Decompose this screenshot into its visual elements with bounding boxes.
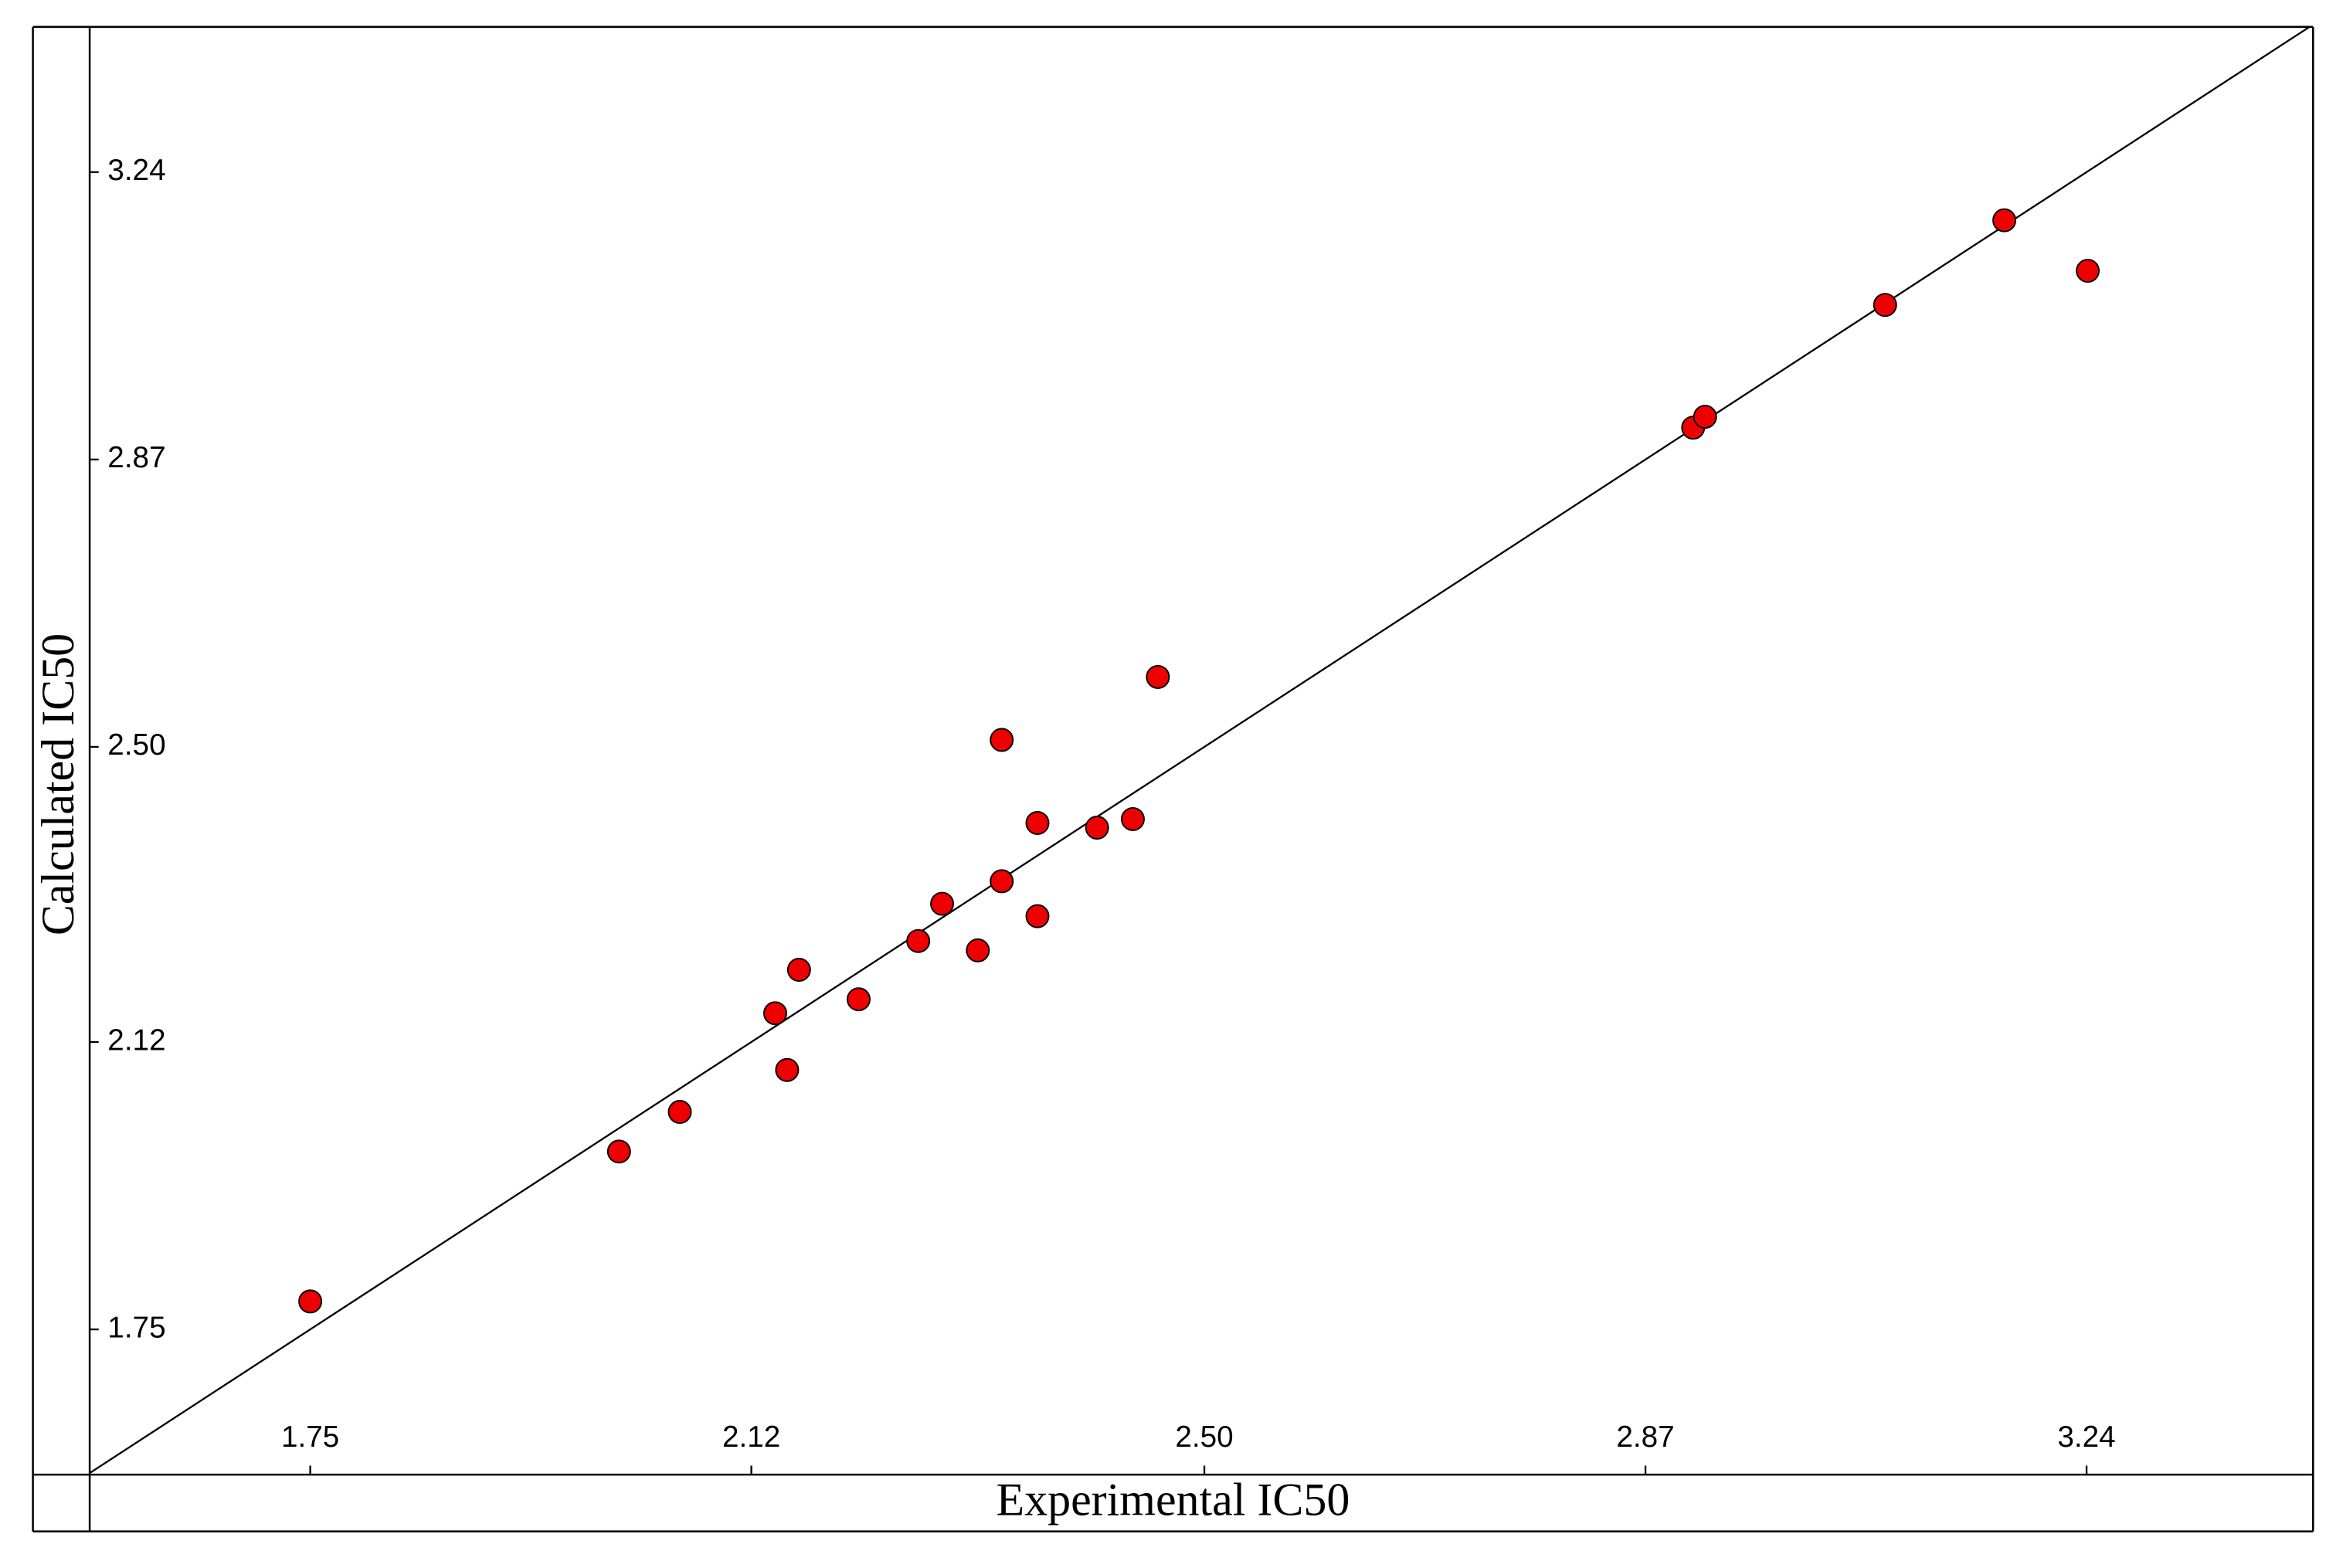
y-axis-title: Calculated IC50 — [32, 633, 83, 935]
y-tick-label: 2.87 — [107, 441, 165, 474]
y-tick-label: 2.50 — [107, 728, 165, 762]
x-axis-title: Experimental IC50 — [997, 1475, 1350, 1526]
point — [2076, 259, 2100, 283]
point — [1120, 806, 1145, 831]
x-tick-label: 1.75 — [281, 1420, 339, 1454]
y-tick-label: 3.24 — [107, 154, 165, 187]
point — [1085, 816, 1109, 840]
point — [847, 987, 871, 1012]
point — [1025, 811, 1050, 835]
point — [1873, 293, 1897, 317]
point — [966, 938, 990, 962]
identity-line — [89, 25, 2311, 1475]
x-tick-label: 2.87 — [1616, 1420, 1674, 1454]
point — [667, 1100, 692, 1125]
y-tick-label: 2.12 — [107, 1023, 165, 1057]
point — [1992, 208, 2017, 232]
x-tick-label: 2.12 — [722, 1420, 780, 1454]
point — [930, 891, 955, 916]
point — [990, 869, 1014, 894]
point — [990, 728, 1014, 752]
point — [786, 958, 811, 982]
point — [906, 928, 931, 953]
point — [1025, 904, 1050, 928]
point — [775, 1057, 800, 1082]
point — [1146, 664, 1170, 689]
x-tick-label: 3.24 — [2057, 1420, 2115, 1454]
point — [606, 1139, 631, 1164]
point — [1693, 405, 1717, 429]
x-tick-label: 2.50 — [1175, 1420, 1233, 1454]
point — [298, 1289, 323, 1314]
y-tick-label: 1.75 — [107, 1311, 165, 1344]
point — [762, 1001, 787, 1026]
